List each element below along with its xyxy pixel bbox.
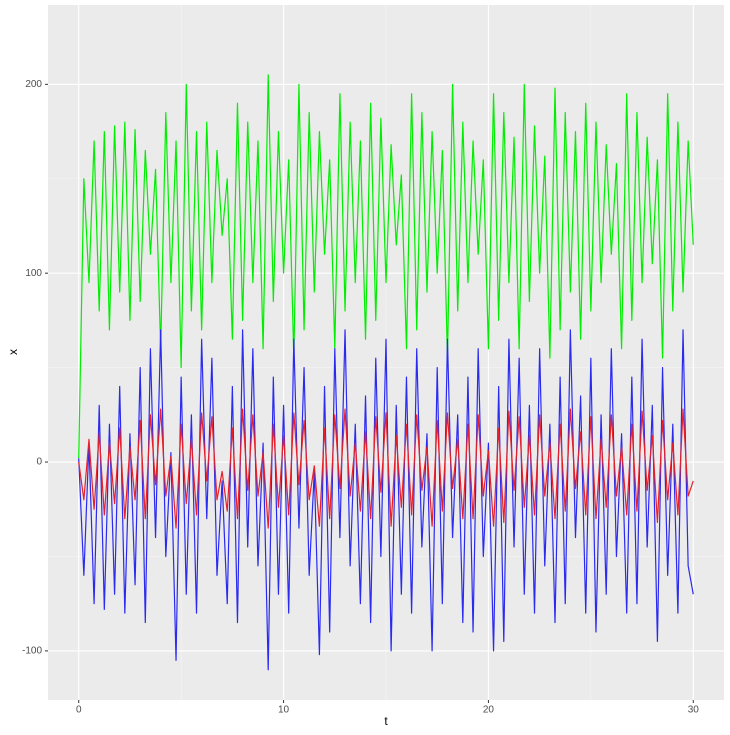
x-tick-label: 20 (483, 705, 495, 716)
y-tick-label: 200 (25, 79, 42, 90)
x-tick-label: 0 (76, 705, 82, 716)
x-tick-label: 10 (278, 705, 290, 716)
series-line (78, 74, 694, 459)
y-tick-label: 100 (25, 268, 42, 279)
x-tick-label: 30 (688, 705, 700, 716)
series-line (78, 408, 694, 529)
y-axis-title: x (6, 349, 20, 355)
x-axis-title: t (384, 714, 388, 728)
y-tick-label: 0 (36, 457, 42, 468)
series-line (78, 329, 694, 671)
y-tick-label: -100 (22, 646, 42, 657)
